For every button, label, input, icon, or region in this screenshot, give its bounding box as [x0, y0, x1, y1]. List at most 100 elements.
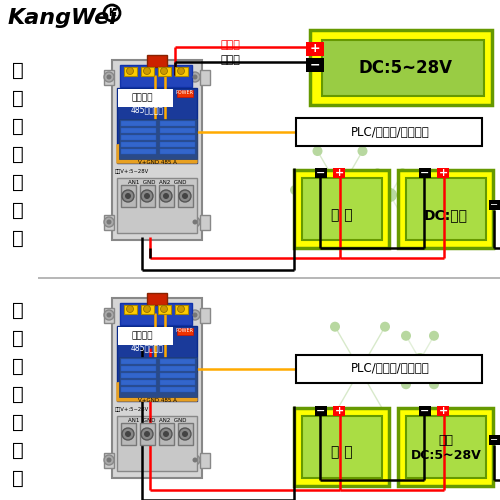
Text: −: − — [420, 168, 430, 178]
Circle shape — [141, 428, 153, 440]
Bar — [302, 178, 382, 240]
Circle shape — [398, 168, 407, 178]
Text: POWER: POWER — [176, 90, 194, 96]
Bar — [294, 408, 389, 486]
Circle shape — [126, 306, 134, 312]
Bar — [158, 67, 171, 76]
Text: 线: 线 — [12, 440, 24, 460]
Bar — [419, 406, 431, 416]
Bar — [120, 65, 192, 87]
Circle shape — [144, 68, 150, 74]
Circle shape — [312, 146, 322, 156]
Text: PLC/采集卡/上位机等: PLC/采集卡/上位机等 — [350, 362, 430, 376]
Polygon shape — [117, 135, 197, 163]
Circle shape — [360, 190, 370, 200]
Bar — [333, 406, 345, 416]
Bar — [398, 408, 493, 486]
Bar — [302, 178, 382, 240]
Bar — [119, 357, 197, 397]
Bar — [121, 387, 156, 392]
Text: 线: 线 — [12, 200, 24, 220]
Bar — [178, 185, 193, 207]
Circle shape — [160, 428, 172, 440]
Text: K: K — [108, 8, 116, 18]
Circle shape — [290, 185, 300, 195]
Bar — [141, 67, 154, 76]
Bar — [406, 416, 486, 478]
Text: KangWei: KangWei — [8, 8, 118, 28]
Bar — [117, 326, 197, 401]
Circle shape — [429, 379, 439, 389]
Text: 法: 法 — [12, 468, 24, 487]
Bar — [119, 119, 197, 159]
Circle shape — [401, 379, 411, 389]
Circle shape — [182, 431, 188, 437]
Circle shape — [410, 190, 420, 200]
Bar — [310, 30, 492, 105]
Bar — [160, 373, 195, 378]
Circle shape — [192, 74, 198, 80]
Text: 源: 源 — [12, 144, 24, 164]
Bar — [294, 408, 389, 486]
Bar — [160, 366, 195, 371]
Bar — [200, 70, 210, 85]
Bar — [117, 178, 197, 233]
Bar — [333, 168, 345, 178]
Bar — [177, 328, 193, 335]
Circle shape — [160, 190, 172, 202]
Circle shape — [104, 72, 114, 82]
Circle shape — [190, 72, 200, 82]
Text: V+GND 485 A: V+GND 485 A — [138, 398, 176, 404]
Circle shape — [125, 431, 131, 437]
Bar — [158, 305, 171, 314]
Bar — [398, 170, 493, 248]
Bar — [294, 170, 389, 248]
Bar — [147, 55, 167, 67]
Bar — [406, 178, 486, 240]
Circle shape — [106, 458, 112, 462]
Text: 485采集模块: 485采集模块 — [130, 344, 164, 352]
Circle shape — [383, 188, 397, 202]
Bar — [121, 135, 156, 140]
Bar — [315, 406, 327, 416]
Circle shape — [429, 331, 439, 341]
Bar — [296, 355, 482, 383]
Text: POWER: POWER — [176, 328, 194, 334]
Circle shape — [141, 190, 153, 202]
Circle shape — [353, 363, 367, 377]
Circle shape — [122, 428, 134, 440]
Text: DC:电源: DC:电源 — [424, 208, 468, 222]
Text: −: − — [490, 435, 498, 445]
Circle shape — [192, 458, 198, 462]
Text: 电: 电 — [12, 356, 24, 376]
Circle shape — [160, 306, 168, 312]
Bar — [306, 58, 324, 72]
Text: +: + — [438, 406, 448, 416]
Circle shape — [144, 431, 150, 437]
Bar — [121, 142, 156, 147]
Circle shape — [179, 428, 191, 440]
Text: PLC/采集卡/上位机等: PLC/采集卡/上位机等 — [350, 126, 430, 138]
Circle shape — [126, 68, 134, 74]
Circle shape — [182, 193, 188, 199]
Text: 负 载: 负 载 — [331, 208, 353, 222]
Bar — [178, 423, 193, 445]
Bar — [140, 185, 155, 207]
Text: 源: 源 — [12, 384, 24, 404]
Text: +: + — [334, 168, 344, 178]
Bar — [141, 305, 154, 314]
Bar — [147, 293, 167, 305]
Bar — [121, 185, 136, 207]
Circle shape — [104, 217, 114, 227]
Circle shape — [104, 310, 114, 320]
Bar — [104, 215, 114, 230]
Circle shape — [144, 193, 150, 199]
Circle shape — [163, 431, 169, 437]
Bar — [104, 70, 114, 85]
Bar — [200, 215, 210, 230]
Bar — [322, 40, 484, 96]
Bar — [310, 30, 492, 105]
Circle shape — [405, 365, 415, 375]
Text: −: − — [316, 406, 326, 416]
Circle shape — [104, 455, 114, 465]
